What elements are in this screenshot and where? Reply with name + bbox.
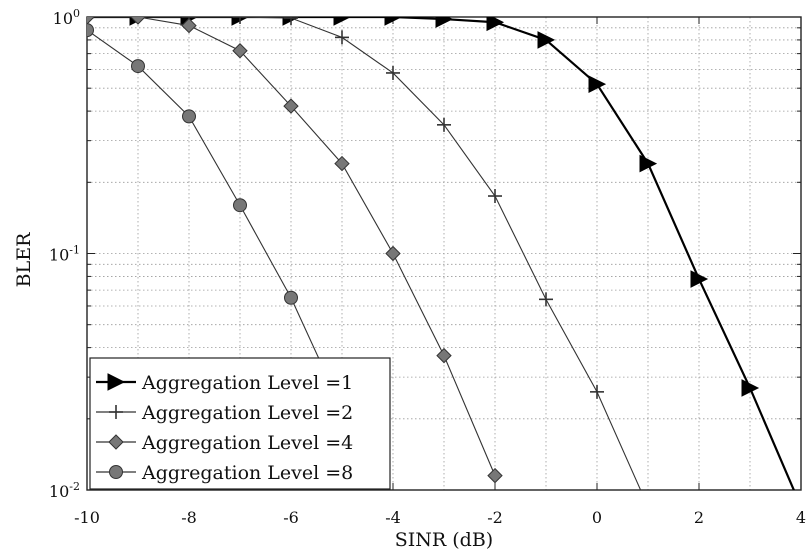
marker-triangle bbox=[639, 154, 658, 173]
marker-triangle bbox=[588, 75, 607, 93]
marker-plus bbox=[284, 17, 298, 26]
y-tick-labels: 10-2 10-1 100 bbox=[49, 7, 80, 501]
series-4 bbox=[87, 23, 349, 417]
marker-triangle bbox=[107, 373, 126, 391]
x-tick-label: -10 bbox=[74, 508, 100, 527]
marker-diamond bbox=[130, 17, 146, 25]
legend-item: Aggregation Level =8 bbox=[96, 462, 353, 484]
marker-circle bbox=[284, 290, 298, 305]
marker-diamond bbox=[87, 17, 95, 25]
marker-plus bbox=[437, 117, 451, 132]
marker-triangle bbox=[741, 379, 760, 397]
marker-plus bbox=[233, 17, 247, 24]
marker-plus bbox=[590, 384, 604, 399]
marker-plus bbox=[109, 405, 123, 419]
legend-label: Aggregation Level =8 bbox=[141, 462, 353, 484]
legend-box bbox=[89, 357, 391, 490]
marker-triangle bbox=[690, 270, 709, 288]
marker-diamond bbox=[232, 43, 248, 59]
legend-item: Aggregation Level =2 bbox=[96, 402, 353, 424]
x-tick-label: 4 bbox=[796, 508, 806, 527]
marker-diamond bbox=[283, 98, 299, 114]
marker-triangle bbox=[486, 17, 505, 32]
marker-diamond bbox=[487, 467, 503, 484]
marker-triangle bbox=[537, 31, 556, 49]
marker-circle bbox=[109, 465, 123, 479]
marker-diamond bbox=[334, 155, 350, 172]
marker-circle bbox=[182, 109, 196, 124]
marker-circle bbox=[233, 198, 247, 213]
x-tick-label: 2 bbox=[694, 508, 704, 527]
marker-triangle bbox=[333, 17, 352, 26]
x-tick-label: -2 bbox=[487, 508, 503, 527]
marker-diamond bbox=[108, 434, 124, 450]
marker-diamond bbox=[181, 17, 197, 34]
x-tick-label: -6 bbox=[283, 508, 299, 527]
legend: Aggregation Level =1 Aggregation Level =2… bbox=[89, 357, 391, 490]
marker-triangle bbox=[435, 17, 454, 28]
x-tick-label: -8 bbox=[181, 508, 197, 527]
legend-item: Aggregation Level =4 bbox=[96, 432, 353, 454]
y-tick-label: 10-2 bbox=[49, 480, 80, 501]
y-axis-label: BLER bbox=[13, 232, 35, 287]
x-tick-label: 0 bbox=[592, 508, 602, 527]
legend-label: Aggregation Level =2 bbox=[141, 402, 353, 424]
marker-diamond bbox=[436, 347, 452, 364]
marker-plus bbox=[539, 292, 553, 307]
marker-circle bbox=[87, 23, 94, 38]
marker-plus bbox=[488, 189, 502, 204]
y-tick-label: 100 bbox=[53, 7, 80, 28]
marker-triangle bbox=[384, 17, 403, 26]
series-3 bbox=[87, 17, 503, 484]
series-line bbox=[87, 29, 343, 410]
marker-plus bbox=[335, 30, 349, 45]
legend-label: Aggregation Level =1 bbox=[141, 372, 353, 394]
legend-label: Aggregation Level =4 bbox=[141, 432, 353, 454]
marker-circle bbox=[131, 59, 145, 74]
x-tick-label: -4 bbox=[385, 508, 401, 527]
series-line bbox=[87, 17, 642, 490]
y-tick-label: 10-1 bbox=[49, 244, 80, 265]
x-axis-label: SINR (dB) bbox=[395, 529, 493, 551]
legend-item: Aggregation Level =1 bbox=[96, 372, 353, 394]
grid-lines bbox=[87, 17, 801, 490]
x-tick-labels: -10 -8 -6 -4 -2 0 2 4 bbox=[74, 508, 806, 527]
marker-diamond bbox=[385, 245, 401, 262]
marker-plus bbox=[386, 65, 400, 80]
